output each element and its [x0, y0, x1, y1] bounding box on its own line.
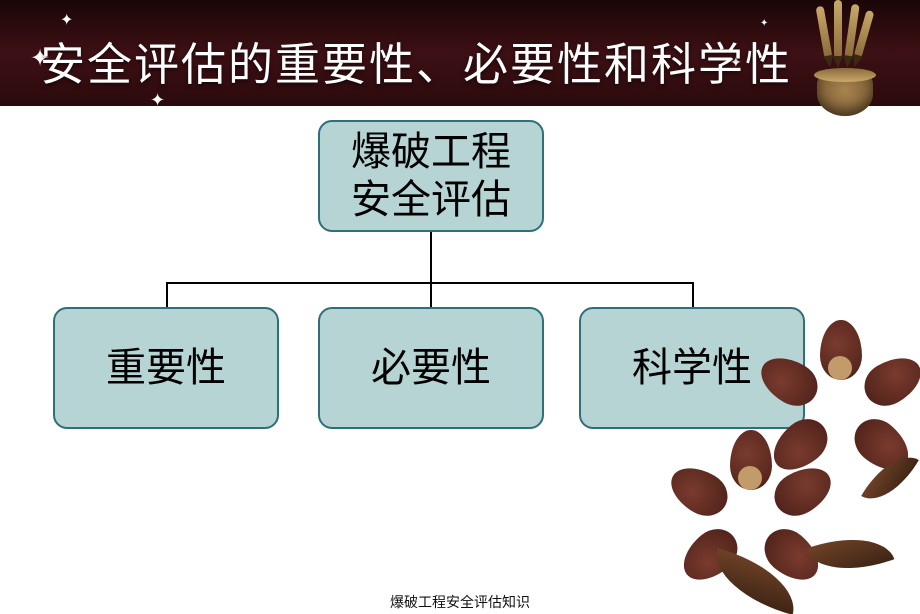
brush-pot-icon: [810, 6, 880, 116]
root-line1: 爆破工程: [351, 128, 511, 176]
header-bar: ✦ ✦ ✦ ✦ ✦ 安全评估的重要性、必要性和科学性: [0, 0, 920, 106]
connector: [166, 282, 168, 307]
footer-caption: 爆破工程安全评估知识: [0, 592, 920, 612]
page-title: 安全评估的重要性、必要性和科学性: [40, 28, 792, 93]
connector: [692, 282, 694, 307]
root-node: 爆破工程 安全评估: [318, 120, 544, 232]
root-line2: 安全评估: [351, 176, 511, 224]
child-node-importance: 重要性: [53, 307, 279, 429]
connector: [166, 282, 692, 284]
child-label: 重要性: [106, 344, 226, 392]
sparkle-icon: ✦: [150, 90, 165, 111]
sparkle-icon: ✦: [60, 10, 73, 30]
child-node-necessity: 必要性: [318, 307, 544, 429]
child-label: 必要性: [371, 344, 491, 392]
connector: [430, 232, 432, 282]
connector: [430, 282, 432, 307]
child-label: 科学性: [632, 344, 752, 392]
slide: ✦ ✦ ✦ ✦ ✦ 安全评估的重要性、必要性和科学性 爆破工程 安全评估 重要性: [0, 0, 920, 614]
flower-icon: [690, 420, 810, 540]
